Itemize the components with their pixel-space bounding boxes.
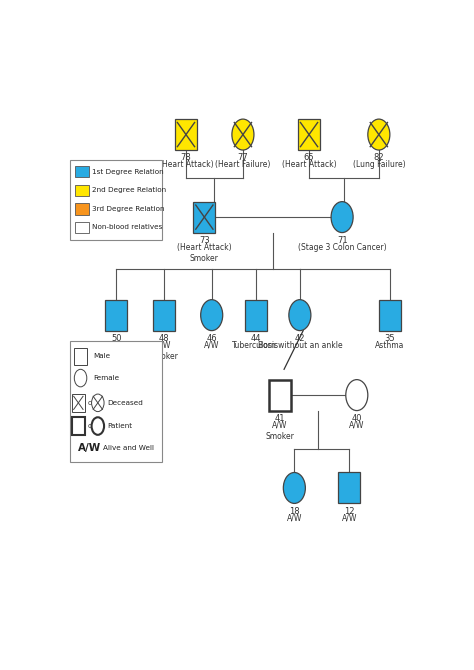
Text: Patient: Patient — [108, 423, 133, 429]
Bar — [72, 417, 84, 435]
Text: 18: 18 — [289, 507, 300, 515]
Text: Tuberculosis: Tuberculosis — [232, 341, 279, 350]
Text: 65: 65 — [304, 153, 314, 162]
Text: or: or — [88, 400, 95, 406]
Bar — [75, 166, 89, 178]
Text: A/W
Smoker: A/W Smoker — [149, 341, 178, 361]
Text: Asthma: Asthma — [375, 341, 404, 350]
FancyBboxPatch shape — [338, 472, 360, 503]
Circle shape — [74, 369, 87, 387]
Text: 73: 73 — [199, 236, 210, 245]
FancyBboxPatch shape — [379, 299, 401, 330]
Text: (Heart Attack)
Smoker: (Heart Attack) Smoker — [177, 243, 232, 263]
Circle shape — [346, 380, 368, 411]
Text: A/W: A/W — [349, 421, 365, 430]
Text: 42: 42 — [295, 334, 305, 343]
Text: 41: 41 — [274, 413, 285, 423]
Text: A/W: A/W — [78, 444, 101, 453]
Circle shape — [283, 472, 305, 503]
Text: (Heart Attack): (Heart Attack) — [282, 160, 337, 170]
Text: 2nd Degree Relation: 2nd Degree Relation — [92, 188, 166, 193]
Bar — [74, 348, 87, 365]
Circle shape — [201, 299, 223, 330]
FancyBboxPatch shape — [193, 202, 215, 232]
Text: (Heart Failure): (Heart Failure) — [215, 160, 271, 170]
Text: 1st Degree Relation: 1st Degree Relation — [92, 169, 164, 175]
Text: 40: 40 — [352, 413, 362, 423]
Text: Hypertension: Hypertension — [91, 341, 142, 350]
Text: Non-blood relatives: Non-blood relatives — [92, 224, 163, 230]
Bar — [75, 222, 89, 233]
Text: A/W: A/W — [287, 514, 302, 523]
Text: Alive and Well: Alive and Well — [103, 446, 155, 451]
Bar — [72, 394, 84, 411]
Text: Male: Male — [93, 353, 110, 359]
Text: 48: 48 — [159, 334, 169, 343]
Circle shape — [232, 119, 254, 150]
Text: 71: 71 — [337, 236, 347, 245]
FancyBboxPatch shape — [153, 299, 175, 330]
Circle shape — [368, 119, 390, 150]
FancyBboxPatch shape — [105, 299, 127, 330]
Bar — [70, 341, 162, 462]
Text: 35: 35 — [384, 334, 395, 343]
Circle shape — [331, 202, 353, 232]
Text: 44: 44 — [251, 334, 261, 343]
Text: Female: Female — [93, 375, 119, 381]
Text: A/W: A/W — [204, 341, 219, 350]
Text: 3rd Degree Relation: 3rd Degree Relation — [92, 206, 165, 212]
FancyBboxPatch shape — [245, 299, 267, 330]
Text: (Lung Failure): (Lung Failure) — [353, 160, 405, 170]
Text: 46: 46 — [206, 334, 217, 343]
Bar — [75, 203, 89, 214]
Text: Born without an ankle: Born without an ankle — [257, 341, 342, 350]
Circle shape — [91, 417, 104, 435]
FancyBboxPatch shape — [175, 119, 197, 150]
Text: 12: 12 — [344, 507, 355, 515]
Text: 78: 78 — [181, 153, 191, 162]
Text: 50: 50 — [111, 334, 121, 343]
Circle shape — [289, 299, 311, 330]
Text: (Stage 3 Colon Cancer): (Stage 3 Colon Cancer) — [298, 243, 386, 252]
Text: Deceased: Deceased — [108, 400, 144, 406]
Bar — [70, 160, 162, 241]
Text: A/W
Smoker: A/W Smoker — [265, 421, 294, 441]
Text: A/W: A/W — [342, 514, 357, 523]
FancyBboxPatch shape — [298, 119, 320, 150]
Text: 77: 77 — [237, 153, 248, 162]
Text: (Heart Attack): (Heart Attack) — [159, 160, 213, 170]
Text: 82: 82 — [374, 153, 384, 162]
FancyBboxPatch shape — [269, 380, 291, 411]
Text: or: or — [88, 423, 95, 429]
Circle shape — [91, 394, 104, 411]
Bar — [75, 185, 89, 196]
